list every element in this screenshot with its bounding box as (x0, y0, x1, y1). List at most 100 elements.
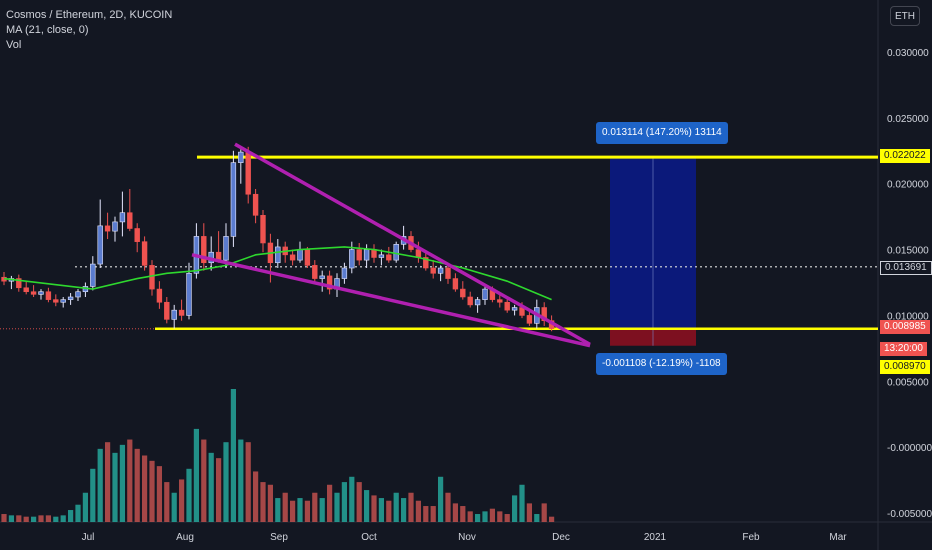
volume-bar (497, 511, 503, 522)
candle-body (178, 309, 185, 316)
candle-body (504, 301, 510, 311)
y-tick-label: 0.015000 (887, 246, 929, 257)
candle-body (423, 257, 429, 269)
x-tick-label: Sep (270, 532, 288, 543)
currency-button[interactable]: ETH (890, 6, 920, 26)
candle-body (541, 307, 547, 321)
volume-bar (438, 476, 444, 522)
candle-body (201, 236, 207, 264)
candle-body (297, 249, 303, 261)
volume-bar (253, 471, 259, 522)
chart-legend: Cosmos / Ethereum, 2D, KUCOIN MA (21, cl… (6, 8, 172, 53)
candle-body (497, 299, 503, 303)
lower-price-label: 0.008970 (880, 360, 930, 374)
candle-body (275, 246, 281, 264)
y-tick-label: -0.005000 (887, 509, 932, 520)
candle-body (75, 291, 81, 298)
resistance-price-label: 0.022022 (880, 149, 930, 163)
candle-body (23, 287, 29, 293)
candle-body (223, 236, 229, 261)
volume-bar (327, 484, 333, 522)
volume-bar (119, 444, 125, 522)
volume-bar (186, 468, 192, 522)
volume-bar (452, 503, 458, 522)
candle-body (378, 254, 385, 258)
volume-bar (549, 516, 555, 522)
candle-body (171, 309, 177, 320)
candle-body (112, 221, 118, 232)
volume-bar (1, 514, 7, 522)
candle-body (467, 296, 473, 306)
volume-bar (97, 448, 103, 522)
candle-body (312, 265, 318, 279)
x-tick-label: Nov (458, 532, 476, 543)
x-tick-label: 2021 (644, 532, 667, 543)
volume-bar (371, 495, 377, 522)
volume-bar (45, 515, 51, 522)
volume-bar (445, 492, 451, 522)
volume-bar (467, 511, 473, 522)
y-tick-label: 0.020000 (887, 180, 929, 191)
x-tick-label: Feb (742, 532, 760, 543)
volume-bar (16, 515, 22, 522)
volume-bar (401, 498, 407, 522)
candle-body (526, 315, 533, 324)
candle-body (90, 263, 96, 287)
candle-body (415, 249, 422, 258)
y-tick-label: -0.000000 (887, 443, 932, 454)
candle-body (60, 299, 66, 303)
candle-body (452, 278, 459, 290)
ma-indicator-label[interactable]: MA (21, close, 0) (6, 24, 89, 36)
x-tick-label: Oct (361, 532, 377, 543)
volume-bar (149, 460, 155, 522)
volume-bar (216, 458, 222, 522)
candle-body (186, 272, 192, 316)
volume-bar (356, 482, 362, 522)
volume-bar (489, 508, 495, 522)
volume-bar (364, 490, 370, 522)
volume-bar (179, 479, 185, 522)
volume-bar (82, 492, 88, 522)
volume-bar (282, 492, 288, 522)
volume-bar (504, 514, 510, 522)
candle-body (319, 275, 325, 279)
wedge-upper-trendline (234, 142, 591, 346)
candle-body (141, 241, 148, 266)
candle-body (30, 291, 37, 295)
candle-body (356, 249, 362, 261)
volume-bar (75, 504, 81, 522)
symbol-title[interactable]: Cosmos / Ethereum, 2D, KUCOIN (6, 9, 173, 21)
volume-bar (393, 492, 399, 522)
candle-body (156, 288, 163, 303)
wedge-lower-trendline (191, 253, 591, 348)
volume-bar (304, 500, 310, 522)
y-tick-label: 0.025000 (887, 114, 929, 125)
volume-bar (460, 506, 466, 522)
volume-bar (171, 492, 177, 522)
volume-bar (105, 442, 111, 522)
current-price-label: 0.013691 (880, 261, 932, 275)
volume-bar (23, 516, 29, 522)
candle-body (252, 193, 259, 216)
candle-body (341, 267, 348, 279)
volume-bar (193, 428, 199, 522)
candle-body (45, 291, 52, 300)
volume-bar (208, 452, 214, 522)
volume-bar (349, 476, 355, 522)
candle-body (104, 225, 111, 232)
volume-bar (312, 492, 318, 522)
volume-bar (475, 514, 481, 522)
volume-bar (415, 500, 421, 522)
volume-bar (290, 500, 296, 522)
candle-body (304, 249, 311, 266)
volume-bar (341, 482, 347, 522)
candle-body (260, 215, 266, 244)
volume-bar (60, 515, 66, 522)
candle-body (511, 307, 518, 311)
volume-indicator-label[interactable]: Vol (6, 39, 22, 51)
volume-bar (408, 492, 414, 522)
candle-body (349, 249, 355, 269)
volume-bar (134, 448, 140, 522)
volume-bar (260, 482, 266, 522)
